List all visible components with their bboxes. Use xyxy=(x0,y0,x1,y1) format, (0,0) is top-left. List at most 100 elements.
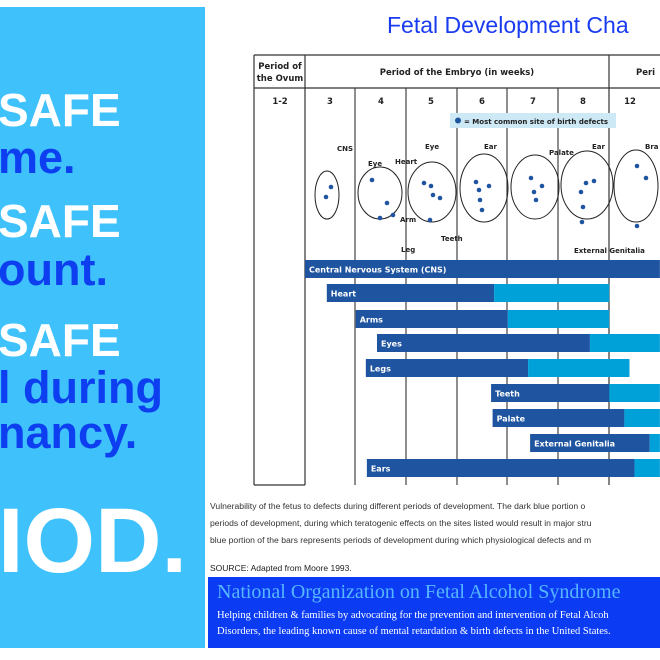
defect-site-dot xyxy=(580,204,586,210)
drawing-label: CNS xyxy=(337,145,353,153)
org-title: National Organization on Fetal Alcohol S… xyxy=(217,581,621,603)
bar-major-segment xyxy=(530,434,650,452)
poster-line-period: IOD. xyxy=(0,490,188,592)
week-label: 5 xyxy=(428,97,434,107)
defect-site-dot xyxy=(328,184,334,190)
defect-site-dot xyxy=(476,187,482,193)
defect-site-dot xyxy=(384,200,390,206)
fetal-development-chart: Period of the Ovum Period of the Embryo (i… xyxy=(253,54,660,486)
drawing-label: Teeth xyxy=(441,235,463,243)
defect-site-dot xyxy=(437,195,443,201)
defect-site-dot xyxy=(528,175,534,181)
bar-minor-segment xyxy=(624,409,660,427)
bar-major-segment xyxy=(326,284,495,302)
embryo-drawing xyxy=(613,149,659,223)
defect-site-dot xyxy=(583,180,589,186)
org-tagline: Helping children & families by advocatin… xyxy=(217,610,609,621)
bar-minor-segment xyxy=(507,310,610,328)
poster-line: me. xyxy=(0,132,76,183)
week-label: 3 xyxy=(327,97,333,107)
defect-site-dot xyxy=(427,217,433,223)
defect-site-dot xyxy=(428,183,434,189)
defect-site-dot xyxy=(634,223,640,229)
bar-label: Palate xyxy=(497,415,526,424)
bar-minor-segment xyxy=(634,459,660,477)
week-label: 12 xyxy=(624,97,636,107)
legend-box xyxy=(450,113,616,128)
bar-label: Arms xyxy=(360,316,383,325)
poster-line: SAFE xyxy=(0,84,121,136)
bar-minor-segment xyxy=(528,359,630,377)
legend-dot xyxy=(455,117,461,124)
defect-site-dot xyxy=(591,178,597,184)
bar-major-segment xyxy=(366,459,635,477)
defect-site-dot xyxy=(421,180,427,186)
poster-line: nancy. xyxy=(0,407,138,458)
poster-panel: SAFE me. SAFE ount. SAFE l during nancy.… xyxy=(0,7,205,648)
defect-site-dot xyxy=(634,163,640,169)
bar-label: Central Nervous System (CNS) xyxy=(309,266,446,275)
header-embryo: Period of the Embryo (in weeks) xyxy=(380,68,535,78)
poster-line: ount. xyxy=(0,244,108,295)
embryo-drawing xyxy=(314,170,340,220)
defect-site-dot xyxy=(579,219,585,225)
defect-site-dot xyxy=(479,207,485,213)
defect-site-dot xyxy=(390,212,396,218)
bar-minor-segment xyxy=(494,284,610,302)
org-tagline: Disorders, the leading known cause of me… xyxy=(217,626,611,637)
bar-major-segment xyxy=(491,384,610,402)
bar-minor-segment xyxy=(609,384,660,402)
bar-major-segment xyxy=(355,310,508,328)
caption-line: Vulnerability of the fetus to defects du… xyxy=(210,501,586,511)
defect-site-dot xyxy=(533,197,539,203)
defect-site-dot xyxy=(473,179,479,185)
week-label: 8 xyxy=(580,97,586,107)
header-fetal: Peri xyxy=(636,68,655,78)
embryo-drawing xyxy=(407,161,457,223)
drawing-label: Eye xyxy=(425,143,439,151)
bar-label: Heart xyxy=(331,290,356,299)
bar-minor-segment xyxy=(649,434,660,452)
source-note: SOURCE: Adapted from Moore 1993. xyxy=(210,563,352,573)
bar-label: Ears xyxy=(371,465,391,474)
bar-major-segment xyxy=(376,334,590,352)
drawing-label: Ear xyxy=(592,143,606,151)
bar-major-segment xyxy=(305,260,660,278)
drawing-label: Leg xyxy=(401,246,415,254)
header-ovum: the Ovum xyxy=(257,74,304,84)
legend-label: = Most common site of birth defects xyxy=(464,118,608,126)
defect-site-dot xyxy=(531,189,537,195)
embryo-drawing xyxy=(459,153,509,223)
defect-site-dot xyxy=(578,189,584,195)
embryo-drawing xyxy=(510,154,560,220)
poster-line: SAFE xyxy=(0,195,121,247)
caption-line: blue portion of the bars represents peri… xyxy=(210,535,592,545)
bar-major-segment xyxy=(492,409,625,427)
caption-line: periods of development, during which ter… xyxy=(210,518,592,528)
week-label: 4 xyxy=(378,97,384,107)
poster-line: l during xyxy=(0,362,163,413)
org-banner: National Organization on Fetal Alcohol S… xyxy=(208,577,660,648)
week-label: 7 xyxy=(530,97,536,107)
drawing-label: Arm xyxy=(400,216,416,224)
defect-site-dot xyxy=(477,197,483,203)
drawing-label: Eye xyxy=(368,160,382,168)
embryo-drawing xyxy=(560,150,614,220)
header-ovum: Period of xyxy=(258,62,302,72)
bar-major-segment xyxy=(365,359,529,377)
defect-site-dot xyxy=(430,192,436,198)
drawing-label: Bra xyxy=(645,143,659,151)
drawing-label: Palate xyxy=(549,149,574,157)
defect-site-dot xyxy=(377,215,383,221)
defect-site-dot xyxy=(369,177,375,183)
drawing-label: External Genitalia xyxy=(574,247,645,255)
bar-label: External Genitalia xyxy=(534,440,615,449)
drawing-label: Heart xyxy=(395,158,418,166)
bar-label: Legs xyxy=(370,365,391,374)
embryo-drawing xyxy=(357,166,403,220)
bar-label: Eyes xyxy=(381,340,402,349)
defect-site-dot xyxy=(486,183,492,189)
week-label: 1-2 xyxy=(272,97,287,107)
defect-site-dot xyxy=(643,175,649,181)
week-label: 6 xyxy=(479,97,485,107)
